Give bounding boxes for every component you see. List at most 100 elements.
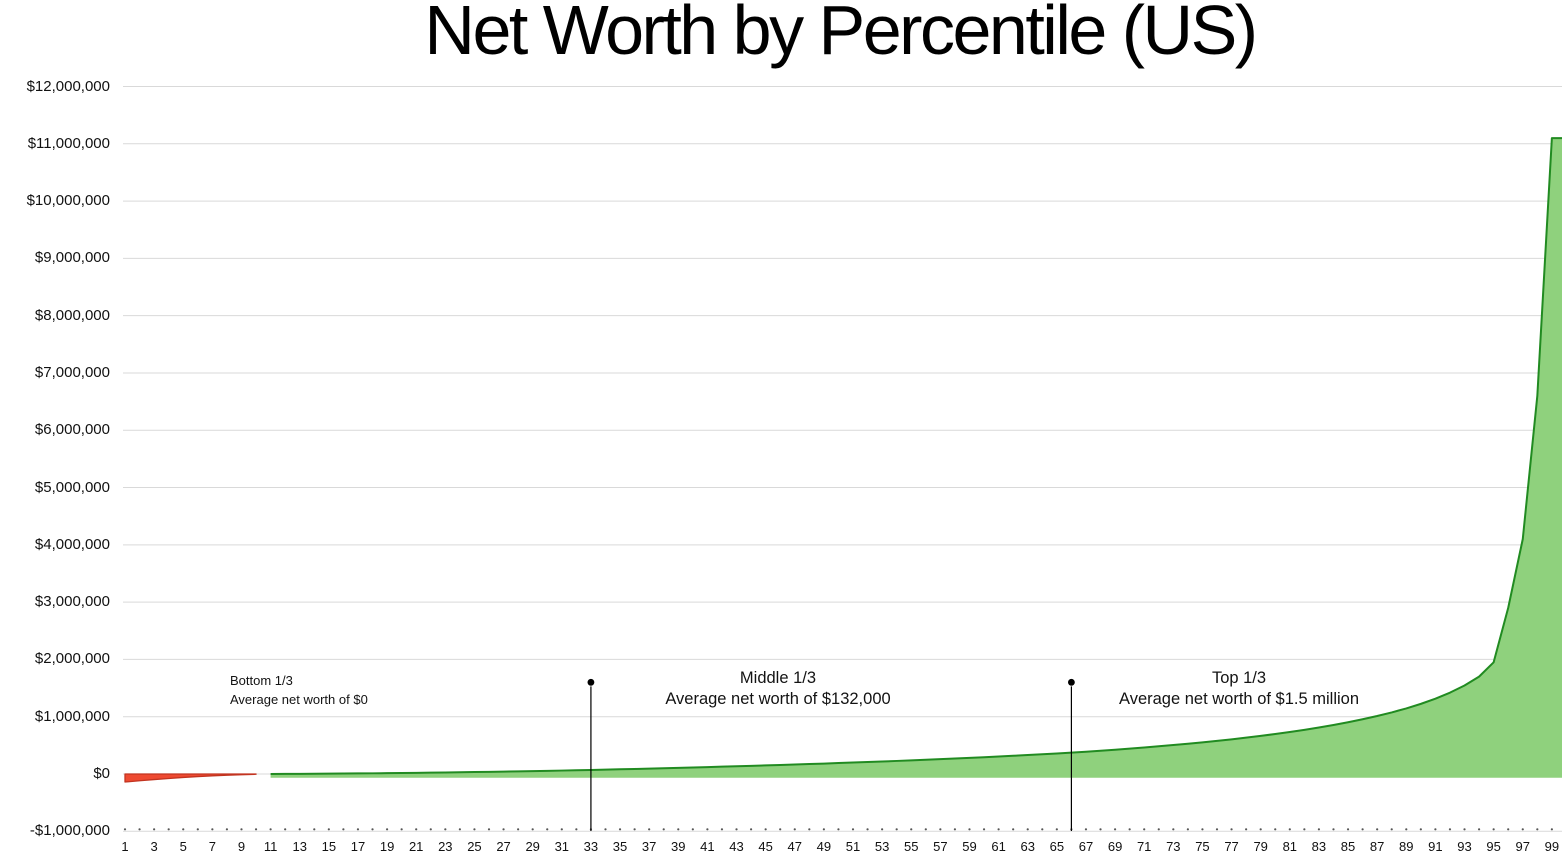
- x-tick-mark: [851, 828, 855, 831]
- x-tick-mark: [502, 828, 505, 831]
- x-tick-mark: [1084, 828, 1088, 831]
- x-tick-mark: [1230, 828, 1233, 831]
- x-tick-label: 57: [933, 839, 948, 854]
- annotation-bottom-third: Bottom 1/3 Average net worth of $0: [230, 671, 368, 709]
- x-tick-mark: [240, 828, 243, 831]
- x-tick-label: 49: [816, 839, 832, 854]
- x-tick-label: 47: [787, 839, 802, 854]
- x-tick-mark: [866, 828, 869, 831]
- y-tick-label: $0: [93, 765, 110, 782]
- x-tick-label: 9: [237, 839, 246, 854]
- x-tick-mark: [1012, 828, 1015, 831]
- x-tick-mark: [1419, 828, 1422, 831]
- x-tick-mark: [1448, 828, 1452, 831]
- x-tick-mark: [313, 828, 316, 831]
- annotation-middle-subtitle: Average net worth of $132,000: [665, 690, 891, 708]
- x-tick-mark: [1215, 828, 1219, 831]
- x-tick-label: 69: [1107, 839, 1123, 854]
- x-tick-mark: [677, 828, 680, 831]
- x-tick-label: 85: [1340, 839, 1356, 854]
- x-tick-label: 21: [408, 839, 424, 854]
- x-tick-mark: [444, 828, 447, 831]
- x-tick-label: 13: [292, 839, 307, 854]
- x-tick-mark: [517, 828, 520, 831]
- x-tick-label: 17: [350, 839, 366, 854]
- x-tick-mark: [458, 828, 461, 831]
- x-tick-mark: [1055, 828, 1058, 831]
- x-tick-mark: [793, 828, 796, 831]
- x-tick-label: 95: [1486, 839, 1501, 854]
- y-tick-label: $4,000,000: [34, 535, 110, 553]
- x-tick-mark: [182, 828, 185, 831]
- x-tick-mark: [1521, 828, 1524, 831]
- x-tick-label: 45: [758, 839, 773, 854]
- x-tick-label: 3: [150, 839, 158, 854]
- x-tick-mark: [1172, 828, 1175, 831]
- annotation-top-title: Top 1/3: [1211, 669, 1267, 687]
- x-tick-mark: [1274, 828, 1277, 831]
- x-tick-mark: [400, 828, 403, 831]
- x-tick-mark: [1492, 828, 1495, 831]
- x-tick-label: 77: [1224, 839, 1239, 854]
- x-tick-mark: [1157, 828, 1160, 831]
- x-tick-mark: [1346, 828, 1350, 831]
- negative-net-worth-area: [124, 773, 257, 783]
- positive-net-worth-line: [270, 137, 1562, 775]
- x-tick-mark: [1332, 828, 1335, 831]
- x-tick-label: 25: [467, 839, 482, 854]
- x-tick-mark: [1390, 828, 1393, 831]
- x-tick-mark: [167, 828, 170, 831]
- x-tick-label: 53: [874, 839, 890, 854]
- x-tick-mark: [487, 828, 491, 831]
- x-tick-mark: [924, 828, 927, 831]
- x-tick-mark: [575, 828, 578, 831]
- x-tick-label: 97: [1515, 839, 1530, 854]
- x-tick-mark: [415, 828, 418, 831]
- x-tick-label: 93: [1457, 839, 1472, 854]
- x-tick-mark: [808, 828, 811, 831]
- x-tick-mark: [1201, 828, 1204, 831]
- x-tick-label: 11: [263, 839, 278, 854]
- x-tick-label: 7: [208, 839, 216, 854]
- x-tick-mark: [604, 828, 607, 831]
- x-tick-mark: [1434, 828, 1437, 831]
- x-tick-label: 59: [962, 839, 977, 854]
- y-tick-label: $10,000,000: [26, 192, 110, 210]
- x-tick-label: 79: [1253, 839, 1268, 854]
- x-tick-label: 73: [1166, 839, 1181, 854]
- x-tick-mark: [1143, 828, 1146, 831]
- annotation-top-subtitle: Average net worth of $1.5 million: [1119, 690, 1359, 708]
- x-tick-mark: [1376, 828, 1379, 831]
- x-tick-mark: [1463, 828, 1466, 831]
- y-tick-label: $1,000,000: [34, 707, 110, 725]
- x-tick-label: 19: [379, 839, 395, 854]
- x-tick-mark: [138, 828, 141, 831]
- y-tick-label: $9,000,000: [34, 249, 110, 267]
- x-tick-mark: [1245, 828, 1248, 831]
- annotation-middle-third: Middle 1/3 Average net worth of $132,000: [558, 668, 998, 710]
- x-tick-mark: [327, 828, 330, 831]
- x-tick-label: 43: [729, 839, 744, 854]
- x-tick-mark: [546, 828, 549, 831]
- x-tick-mark: [1536, 828, 1539, 831]
- x-tick-mark: [385, 828, 389, 831]
- x-tick-label: 75: [1195, 839, 1210, 854]
- x-tick-mark: [1099, 828, 1102, 831]
- x-tick-label: 39: [671, 839, 686, 854]
- x-tick-label: 37: [641, 839, 657, 854]
- x-tick-mark: [429, 828, 432, 831]
- x-tick-mark: [1259, 828, 1262, 831]
- annotation-middle-title: Middle 1/3: [739, 669, 817, 687]
- x-tick-mark: [822, 828, 825, 831]
- x-tick-mark: [648, 828, 651, 831]
- x-tick-mark: [1405, 828, 1408, 831]
- annotation-bottom-subtitle: Average net worth of $0: [230, 692, 368, 707]
- x-tick-label: 27: [496, 839, 511, 854]
- x-tick-mark: [720, 828, 724, 831]
- x-tick-mark: [997, 828, 1000, 831]
- x-tick-label: 5: [179, 839, 187, 854]
- x-tick-mark: [706, 828, 709, 831]
- x-tick-label: 81: [1282, 839, 1298, 854]
- x-tick-label: 1: [121, 839, 129, 854]
